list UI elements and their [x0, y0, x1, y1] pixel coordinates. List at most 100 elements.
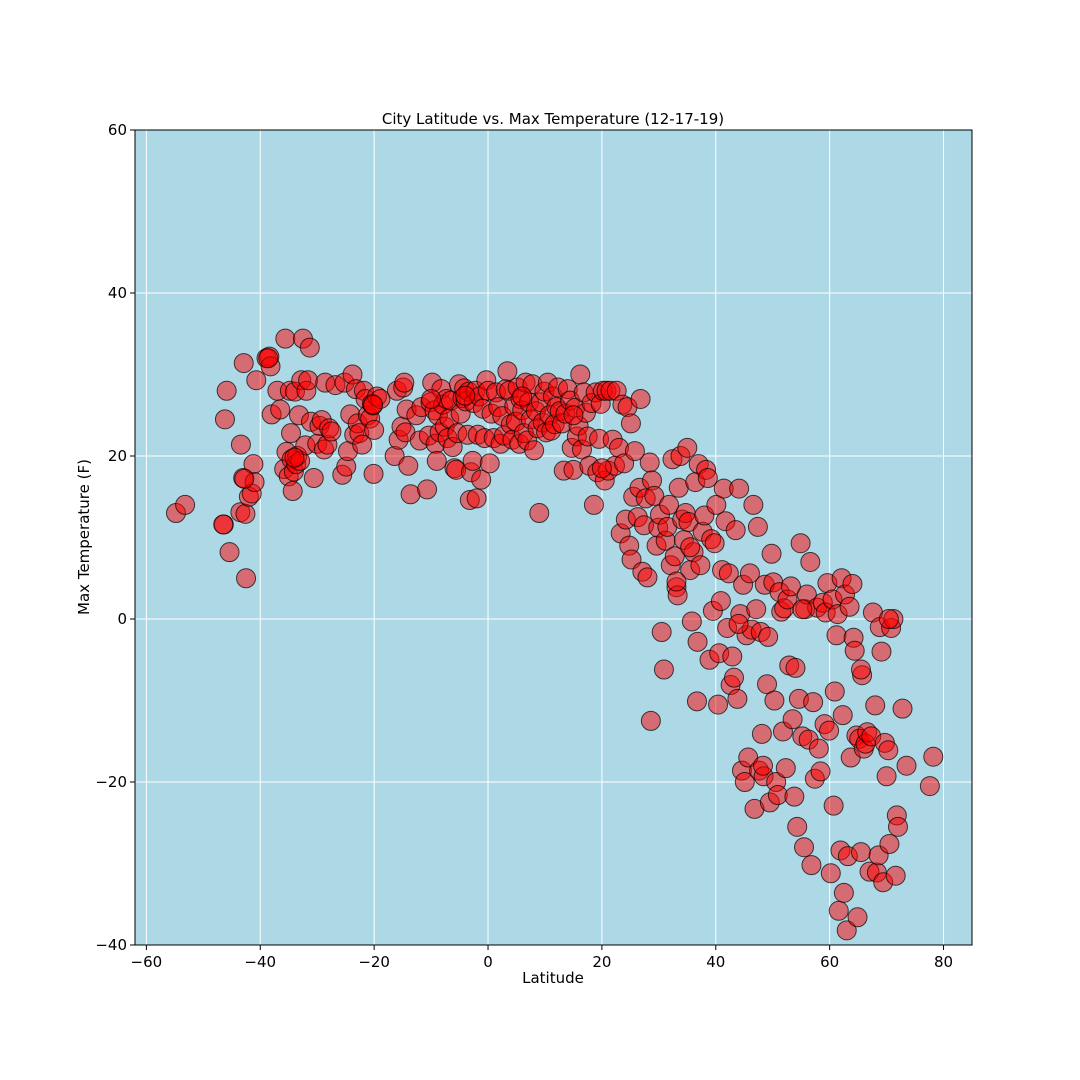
- data-point: [850, 842, 871, 863]
- data-point: [758, 626, 779, 647]
- x-axis-label: Latitude: [522, 969, 584, 987]
- data-point: [823, 795, 844, 816]
- plot-frame: [134, 129, 973, 946]
- data-point: [175, 494, 196, 515]
- data-point: [718, 563, 739, 584]
- data-point: [850, 659, 871, 680]
- data-point: [833, 882, 854, 903]
- data-point: [725, 520, 746, 541]
- data-point: [842, 573, 863, 594]
- data-point: [234, 468, 255, 489]
- data-point: [216, 380, 237, 401]
- data-point: [417, 479, 438, 500]
- data-point: [687, 631, 708, 652]
- data-point: [839, 596, 860, 617]
- data-point: [659, 494, 680, 515]
- data-point: [686, 691, 707, 712]
- data-point: [299, 337, 320, 358]
- data-point: [666, 571, 687, 592]
- data-point: [637, 567, 658, 588]
- data-point: [697, 468, 718, 489]
- data-point: [321, 421, 342, 442]
- data-point: [479, 453, 500, 474]
- data-point: [677, 437, 698, 458]
- data-point: [832, 705, 853, 726]
- x-tick-label: 40: [706, 953, 725, 971]
- data-point: [466, 488, 487, 509]
- data-point: [887, 816, 908, 837]
- data-point: [896, 755, 917, 776]
- data-point: [801, 855, 822, 876]
- data-point: [761, 543, 782, 564]
- data-point: [706, 494, 727, 515]
- data-point: [230, 434, 251, 455]
- y-tick-label: 60: [108, 121, 127, 139]
- data-point: [690, 555, 711, 576]
- x-tick-label: −40: [244, 953, 276, 971]
- data-point: [235, 503, 256, 524]
- data-point: [512, 386, 533, 407]
- data-point: [780, 576, 801, 597]
- y-axis-label: Max Temperature (F): [75, 459, 93, 615]
- data-point: [363, 463, 384, 484]
- data-point: [640, 710, 661, 731]
- data-point: [892, 698, 913, 719]
- data-point: [704, 533, 725, 554]
- data-point: [214, 409, 235, 430]
- data-point: [871, 641, 892, 662]
- data-point: [800, 551, 821, 572]
- data-point: [497, 361, 518, 382]
- data-point: [398, 455, 419, 476]
- data-point: [364, 419, 385, 440]
- data-point: [746, 599, 767, 620]
- data-point: [219, 542, 240, 563]
- data-point: [794, 837, 815, 858]
- data-point: [879, 833, 900, 854]
- x-tick-label: −60: [131, 953, 163, 971]
- data-point: [681, 611, 702, 632]
- data-point: [639, 452, 660, 473]
- data-point: [810, 761, 831, 782]
- data-point: [782, 709, 803, 730]
- data-point: [363, 394, 384, 415]
- data-point: [734, 772, 755, 792]
- data-point: [878, 740, 899, 761]
- data-point: [570, 364, 591, 385]
- data-point: [787, 816, 808, 837]
- data-points: [165, 328, 944, 941]
- data-point: [819, 720, 840, 741]
- data-point: [258, 348, 279, 369]
- data-point: [753, 755, 774, 776]
- data-point: [298, 370, 319, 391]
- data-point: [653, 659, 674, 680]
- data-point: [739, 563, 760, 584]
- data-point: [751, 723, 772, 744]
- data-point: [246, 370, 267, 391]
- data-point: [919, 776, 940, 797]
- chart-title: City Latitude vs. Max Temperature (12-17…: [382, 110, 724, 128]
- data-point: [270, 399, 291, 420]
- data-point: [352, 434, 373, 455]
- data-point: [808, 738, 829, 759]
- data-point: [803, 692, 824, 713]
- data-point: [785, 657, 806, 678]
- data-point: [790, 533, 811, 554]
- y-tick-label: 20: [108, 447, 127, 465]
- data-point: [828, 900, 849, 921]
- data-point: [680, 537, 701, 558]
- data-point: [630, 388, 651, 409]
- data-point: [303, 468, 324, 489]
- x-tick-label: 60: [820, 953, 839, 971]
- data-point: [710, 591, 731, 612]
- data-point: [764, 690, 785, 711]
- data-point: [400, 484, 421, 505]
- data-point: [471, 469, 492, 490]
- y-tick-label: 40: [108, 284, 127, 302]
- y-tick-label: −20: [95, 773, 127, 791]
- data-point: [826, 625, 847, 646]
- data-point: [213, 514, 234, 535]
- data-point: [876, 766, 897, 787]
- data-point: [743, 494, 764, 515]
- data-point: [820, 863, 841, 884]
